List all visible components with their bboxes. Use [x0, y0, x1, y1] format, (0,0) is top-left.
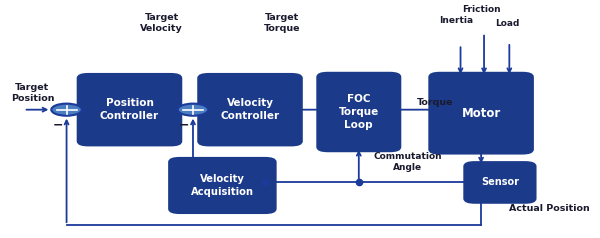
- Text: Friction: Friction: [462, 5, 500, 14]
- FancyBboxPatch shape: [464, 162, 535, 203]
- Text: −: −: [178, 118, 189, 131]
- FancyBboxPatch shape: [430, 73, 533, 154]
- Text: Motor: Motor: [461, 107, 501, 120]
- Text: Inertia: Inertia: [439, 16, 473, 25]
- Text: Velocity
Acquisition: Velocity Acquisition: [191, 174, 254, 197]
- FancyBboxPatch shape: [169, 158, 275, 213]
- Text: Velocity
Controller: Velocity Controller: [220, 98, 280, 121]
- Text: Commutation
Angle: Commutation Angle: [373, 152, 442, 172]
- Text: Target
Velocity: Target Velocity: [140, 13, 183, 33]
- Circle shape: [51, 104, 82, 116]
- Text: FOC
Torque
Loop: FOC Torque Loop: [338, 94, 379, 130]
- Text: Torque: Torque: [416, 98, 453, 107]
- Circle shape: [178, 104, 208, 116]
- Text: Target
Position: Target Position: [11, 83, 54, 103]
- Text: −: −: [52, 118, 63, 131]
- Text: Sensor: Sensor: [481, 178, 519, 188]
- Text: Actual Position: Actual Position: [509, 203, 590, 213]
- Text: Target
Torque: Target Torque: [264, 13, 301, 33]
- Text: Load: Load: [496, 19, 520, 28]
- Text: Position
Controller: Position Controller: [100, 98, 159, 121]
- FancyBboxPatch shape: [198, 74, 302, 145]
- FancyBboxPatch shape: [78, 74, 181, 145]
- FancyBboxPatch shape: [317, 73, 400, 151]
